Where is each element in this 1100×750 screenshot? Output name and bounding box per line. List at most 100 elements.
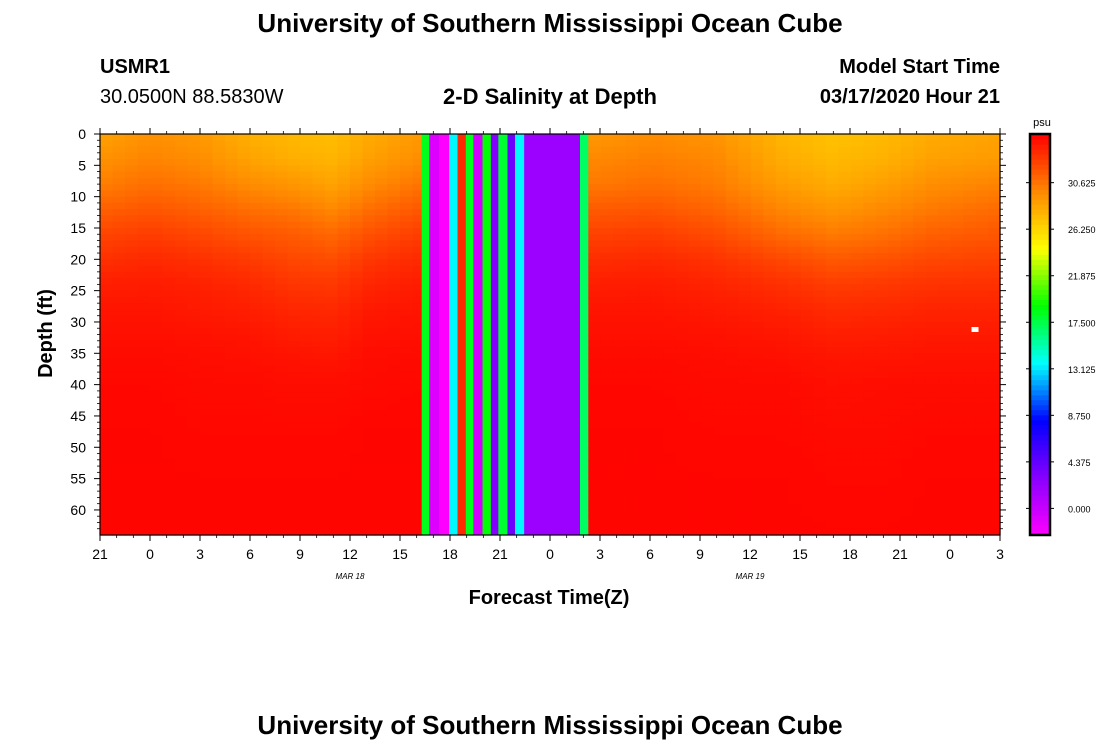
heatmap-cell: [750, 140, 764, 148]
heatmap-cell: [300, 227, 314, 235]
heatmap-cell: [287, 165, 301, 173]
heatmap-cell: [125, 422, 139, 430]
heatmap-cell: [187, 528, 201, 536]
heatmap-cell: [650, 522, 664, 530]
heatmap-cell: [663, 190, 677, 198]
heatmap-cell: [688, 403, 702, 411]
heatmap-cell: [237, 146, 251, 154]
heatmap-cell: [975, 509, 989, 517]
heatmap-cell: [300, 259, 314, 267]
heatmap-cell: [838, 497, 852, 505]
heatmap-cell: [775, 372, 789, 379]
heatmap-cell: [150, 347, 164, 354]
heatmap-cell: [262, 384, 276, 392]
heatmap-cell: [900, 403, 914, 411]
heatmap-cell: [938, 290, 952, 298]
colorbar-segment: [1030, 269, 1050, 275]
heatmap-cell: [800, 516, 814, 524]
heatmap-cell: [613, 196, 627, 204]
heatmap-cell: [387, 509, 401, 517]
heatmap-cell: [900, 321, 914, 329]
heatmap-cell: [825, 278, 839, 285]
heatmap-cell: [100, 296, 114, 304]
heatmap-cell: [350, 397, 364, 405]
colorbar-segment: [1030, 179, 1050, 185]
heatmap-cell: [175, 290, 189, 298]
heatmap-cell: [287, 516, 301, 524]
heatmap-cell: [863, 403, 877, 411]
colorbar-segment: [1030, 319, 1050, 326]
heatmap-cell: [237, 428, 251, 436]
heatmap-cell: [988, 365, 1001, 373]
heatmap-cell: [775, 227, 789, 235]
heatmap-cell: [875, 365, 889, 373]
heatmap-cell: [925, 240, 939, 248]
heatmap-cell: [400, 453, 414, 461]
heatmap-cell: [325, 234, 339, 242]
heatmap-cell: [375, 184, 389, 191]
heatmap-cell: [613, 384, 627, 392]
heatmap-cell: [900, 453, 914, 461]
heatmap-cell: [350, 472, 364, 480]
heatmap-cell: [613, 509, 627, 517]
heatmap-cell: [162, 290, 176, 298]
heatmap-cell: [112, 303, 126, 311]
heatmap-cell: [250, 321, 264, 329]
x-tick-label: 12: [342, 546, 358, 562]
heatmap-cell: [763, 340, 777, 348]
heatmap-cell: [250, 196, 264, 204]
heatmap-cell: [600, 140, 614, 148]
heatmap-cell: [112, 315, 126, 323]
heatmap-cell: [675, 134, 689, 141]
heatmap-cell: [763, 409, 777, 417]
heatmap-cell: [200, 146, 214, 154]
heatmap-cell: [663, 321, 677, 329]
heatmap-cell: [613, 428, 627, 436]
heatmap-cell: [125, 347, 139, 354]
x-tick-label: 21: [892, 546, 908, 562]
colorbar-segment: [1030, 474, 1050, 481]
heatmap-cell: [287, 234, 301, 242]
heatmap-cell: [588, 246, 602, 254]
colorbar-label: 8.750: [1068, 411, 1091, 421]
heatmap-cell: [362, 177, 376, 185]
heatmap-cell: [112, 278, 126, 285]
heatmap-cell: [888, 491, 902, 499]
heatmap-cell: [638, 384, 652, 392]
heatmap-cell: [375, 296, 389, 304]
heatmap-cell: [663, 184, 677, 191]
heatmap-cell: [262, 509, 276, 517]
heatmap-cell: [700, 472, 714, 480]
heatmap-cell: [650, 503, 664, 511]
heatmap-cell: [813, 459, 827, 467]
heatmap-cell: [200, 434, 214, 442]
heatmap-cell: [225, 265, 239, 273]
heatmap-cell: [250, 303, 264, 311]
heatmap-cell: [813, 196, 827, 204]
heatmap-cell: [625, 453, 639, 461]
heatmap-cell: [988, 159, 1001, 166]
heatmap-cell: [337, 478, 351, 486]
heatmap-cell: [888, 453, 902, 461]
heatmap-cell: [162, 190, 176, 198]
heatmap-cell: [925, 290, 939, 298]
heatmap-cell: [275, 271, 289, 279]
heatmap-cell: [713, 359, 727, 367]
heatmap-cell: [200, 415, 214, 423]
heatmap-cell: [350, 484, 364, 492]
heatmap-cell: [963, 184, 977, 191]
heatmap-cell: [250, 296, 264, 304]
heatmap-cell: [162, 246, 176, 254]
heatmap-cell: [375, 503, 389, 511]
heatmap-cell: [900, 497, 914, 505]
heatmap-cell: [688, 296, 702, 304]
heatmap-cell: [325, 253, 339, 260]
heatmap-cell: [262, 221, 276, 229]
heatmap-cell: [725, 422, 739, 430]
heatmap-cell: [925, 516, 939, 524]
heatmap-cell: [975, 478, 989, 486]
heatmap-cell: [613, 240, 627, 248]
heatmap-cell: [112, 522, 126, 530]
heatmap-cell: [287, 509, 301, 517]
heatmap-cell: [850, 227, 864, 235]
